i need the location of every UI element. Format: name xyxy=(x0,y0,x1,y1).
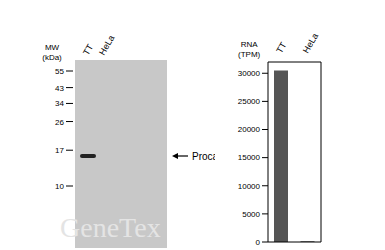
svg-text:(kDa): (kDa) xyxy=(42,53,62,62)
html-text:RNA: RNA xyxy=(240,40,258,49)
svg-text:5000: 5000 xyxy=(242,210,260,219)
svg-text:34: 34 xyxy=(55,99,64,108)
svg-text:43: 43 xyxy=(55,84,64,93)
svg-text:30000: 30000 xyxy=(238,69,261,78)
svg-text:0: 0 xyxy=(256,238,261,247)
svg-text:HeLa: HeLa xyxy=(97,33,116,57)
svg-text:TT: TT xyxy=(274,40,288,55)
svg-text:26: 26 xyxy=(55,118,64,127)
svg-text:TT: TT xyxy=(81,42,95,57)
svg-text:MW: MW xyxy=(45,43,60,52)
svg-text:10000: 10000 xyxy=(238,182,261,191)
svg-text:Procalcitonin: Procalcitonin xyxy=(192,151,215,162)
svg-text:HeLa: HeLa xyxy=(301,31,320,55)
svg-text:15000: 15000 xyxy=(238,153,261,162)
svg-text:17: 17 xyxy=(55,146,64,155)
html-text:GeneTex: GeneTex xyxy=(60,212,161,243)
svg-text:25000: 25000 xyxy=(238,97,261,106)
svg-text:10: 10 xyxy=(55,182,64,191)
svg-text:55: 55 xyxy=(55,67,64,76)
svg-text:20000: 20000 xyxy=(238,125,261,134)
html-text:(TPM): (TPM) xyxy=(238,50,261,59)
